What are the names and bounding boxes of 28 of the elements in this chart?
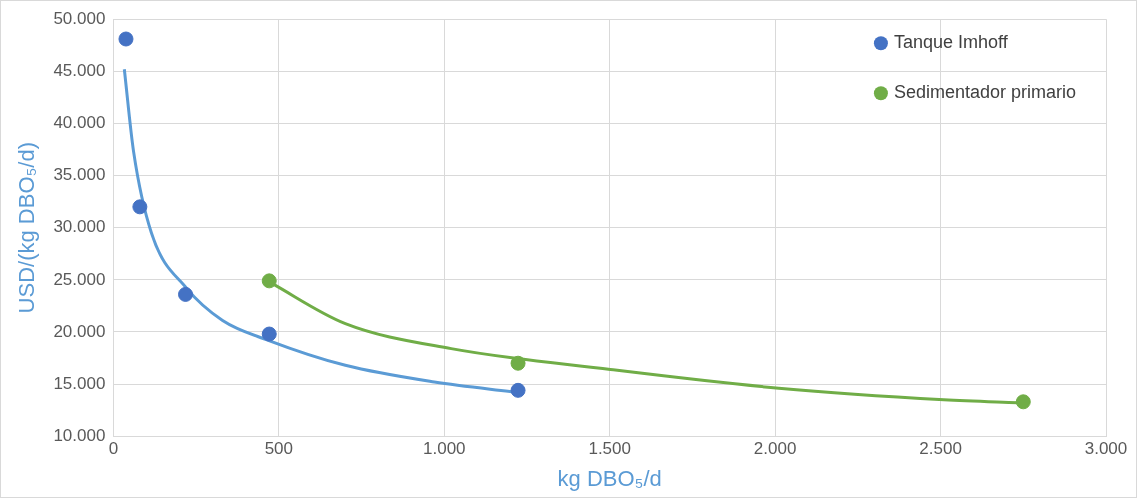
point	[261, 273, 277, 289]
legend-label: Sedimentador primario	[893, 82, 1077, 103]
y-axis-title: USD/(kg DBO₅/d)	[14, 141, 40, 314]
y-tick-label: 20.000	[53, 321, 106, 341]
x-tick-label: 500	[264, 439, 294, 459]
x-tick-label: 2.000	[753, 439, 797, 459]
x-tick-label: 0	[108, 439, 119, 459]
y-tick-label: 35.000	[53, 165, 106, 185]
y-tick-label: 25.000	[53, 269, 106, 289]
point	[510, 355, 526, 371]
point	[118, 31, 134, 47]
y-tick-label: 50.000	[53, 8, 106, 28]
y-tick-label: 45.000	[53, 61, 106, 81]
y-tick-label: 10.000	[53, 425, 106, 445]
point	[132, 199, 148, 215]
x-axis-title: kg DBO₅/d	[557, 465, 662, 491]
x-tick-label: 1.000	[422, 439, 466, 459]
x-tick-label: 3.000	[1084, 439, 1128, 459]
point	[261, 326, 277, 342]
x-tick-label: 1.500	[588, 439, 631, 459]
y-tick-label: 15.000	[53, 373, 106, 393]
legend-label: Tanque Imhoff	[893, 32, 1009, 53]
point	[178, 286, 194, 302]
x-tick-label: 2.500	[919, 439, 962, 459]
y-tick-label: 40.000	[53, 113, 106, 133]
point	[1015, 394, 1031, 410]
y-tick-label: 30.000	[53, 217, 106, 237]
point	[510, 382, 526, 398]
